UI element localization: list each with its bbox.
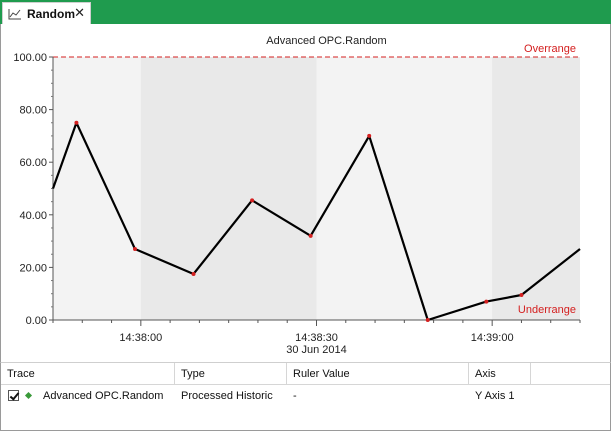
- column-header-trace[interactable]: Trace: [1, 363, 175, 385]
- tab-bar: Random ✕: [0, 0, 611, 24]
- data-point: [425, 318, 430, 322]
- y-tick-label: 0.00: [26, 315, 47, 327]
- data-point: [308, 233, 313, 238]
- x-date-label: 30 Jun 2014: [286, 344, 347, 356]
- trace-ruler-value: -: [293, 390, 297, 402]
- column-header-type[interactable]: Type: [175, 363, 287, 385]
- data-point: [519, 293, 524, 298]
- tab-label: Random: [27, 6, 75, 21]
- trace-name: Advanced OPC.Random: [43, 390, 164, 402]
- plot-band: [316, 57, 493, 320]
- trace-marker-icon: [24, 391, 33, 400]
- column-header-ruler-value[interactable]: Ruler Value: [287, 363, 469, 385]
- trace-type: Processed Historic: [181, 390, 273, 402]
- line-chart-icon: [8, 8, 21, 19]
- data-point: [74, 120, 79, 125]
- x-tick-label: 14:38:30: [295, 332, 338, 344]
- y-tick-label: 60.00: [19, 157, 47, 169]
- data-point: [191, 271, 196, 276]
- close-icon[interactable]: ✕: [74, 5, 85, 20]
- tab-random[interactable]: Random ✕: [2, 2, 91, 24]
- limit-label-overrange: Overrange: [524, 43, 576, 55]
- y-tick-label: 40.00: [19, 210, 47, 222]
- chart-title: Advanced OPC.Random: [266, 35, 386, 47]
- x-tick-label: 14:38:00: [119, 332, 162, 344]
- data-point: [367, 133, 372, 138]
- trace-visible-checkbox[interactable]: [8, 390, 19, 401]
- table-row[interactable]: Advanced OPC.Random Processed Historic -…: [1, 385, 610, 407]
- data-point: [250, 198, 255, 203]
- x-tick-label: 14:39:00: [471, 332, 514, 344]
- trend-chart[interactable]: 0.00 20.00 40.00 60.00 80.00 100.00 14:38:00 14…: [1, 24, 610, 362]
- y-tick-label: 100.00: [13, 52, 47, 64]
- data-point: [484, 299, 489, 304]
- trace-table: Trace Type Ruler Value Axis Advanced OPC…: [0, 362, 611, 431]
- y-tick-label: 80.00: [19, 105, 47, 117]
- plot-band: [53, 57, 141, 320]
- column-header-axis[interactable]: Axis: [469, 363, 531, 385]
- trace-axis: Y Axis 1: [475, 390, 515, 402]
- y-tick-label: 20.00: [19, 262, 47, 274]
- data-point: [132, 246, 137, 251]
- limit-label-underrange: Underrange: [518, 304, 576, 316]
- chart-area[interactable]: 0.00 20.00 40.00 60.00 80.00 100.00 14:38:00 14…: [0, 24, 611, 362]
- trace-table-header: Trace Type Ruler Value Axis: [1, 363, 610, 385]
